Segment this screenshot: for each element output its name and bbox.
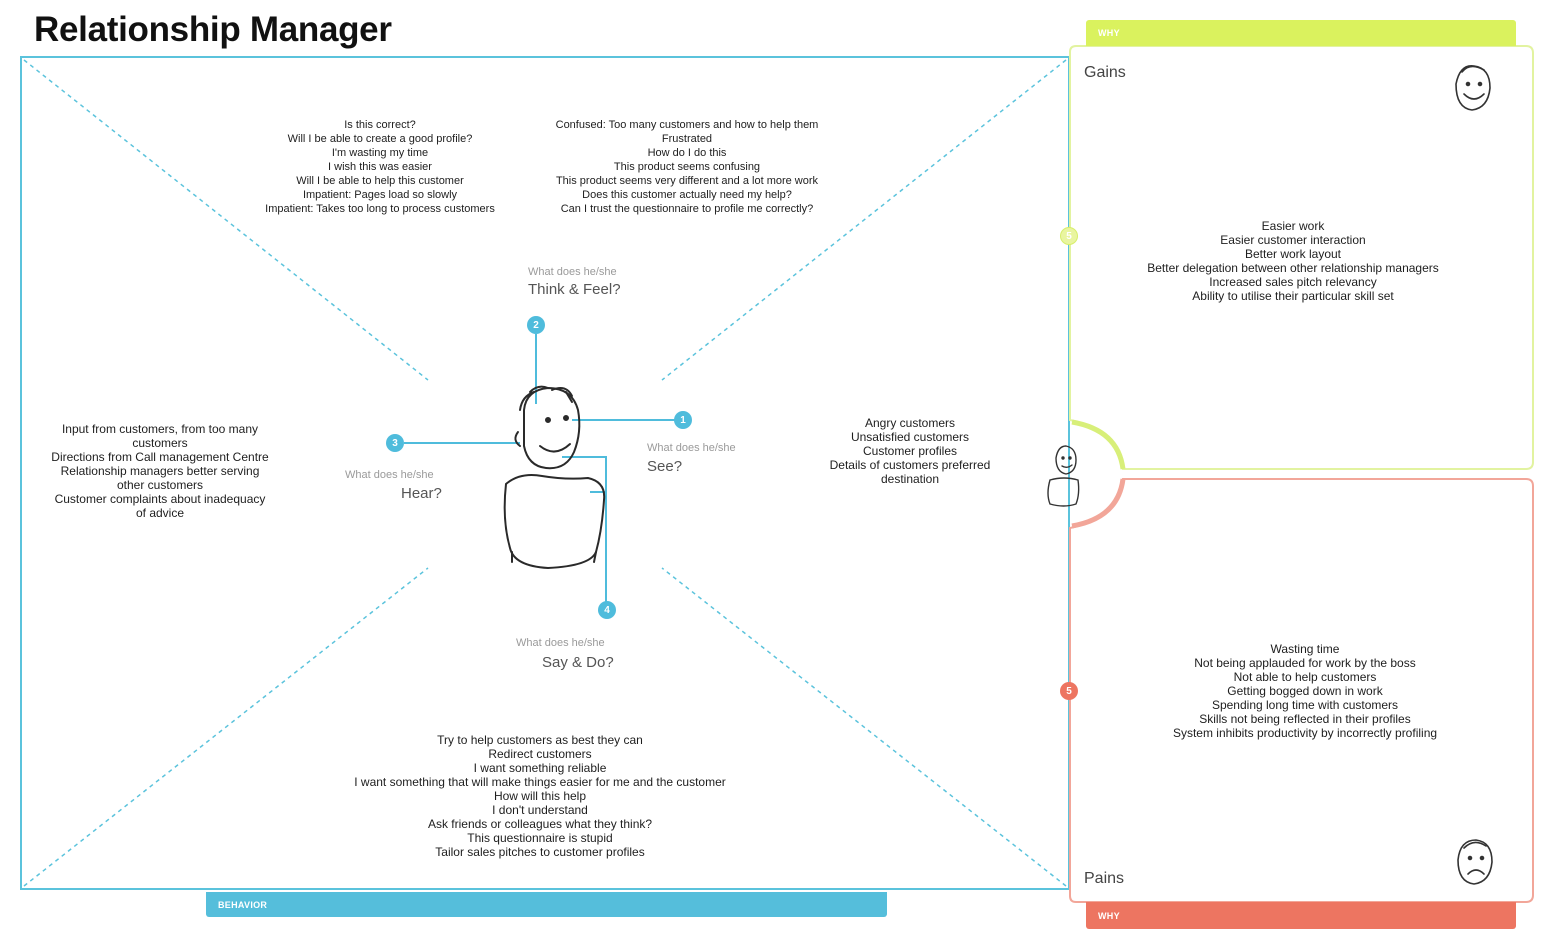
think-feel-number-badge[interactable]: 2 [527, 316, 545, 334]
think-feel-prompt: What does he/she [528, 266, 617, 278]
person-sketch-icon [503, 385, 606, 570]
see-prompt: What does he/she [647, 442, 736, 454]
hear-heading: Hear? [401, 485, 442, 502]
pains-label: Pains [1084, 870, 1125, 887]
hear-prompt: What does he/she [345, 469, 434, 481]
say-do-notes: Try to help customers as best they can R… [354, 733, 726, 859]
gains-arc-accent [1071, 419, 1126, 470]
pains-arc-accent [1071, 478, 1126, 529]
gains-label: Gains [1084, 64, 1126, 81]
pains-number-badge[interactable]: 5 [1060, 682, 1078, 700]
hear-number-badge[interactable]: 3 [386, 434, 404, 452]
think-feel-notes-left: Is this correct? Will I be able to creat… [265, 119, 495, 215]
think-feel-heading: Think & Feel? [528, 281, 621, 298]
diagonal-bl [23, 567, 429, 887]
see-heading: See? [647, 458, 683, 475]
pains-notes: Wasting time Not being applauded for wor… [1172, 642, 1438, 740]
diagonal-br [661, 567, 1067, 887]
gains-notes: Easier work Easier customer interaction … [1147, 219, 1439, 303]
say-do-prompt: What does he/she [516, 637, 605, 649]
gains-why-tab[interactable]: WHY [1086, 20, 1516, 46]
worried-face-icon [1457, 839, 1493, 885]
happy-face-icon [1455, 65, 1491, 111]
pains-why-tab[interactable]: WHY [1086, 902, 1516, 929]
page-title: Relationship Manager [34, 10, 392, 49]
diagonal-tl [23, 59, 429, 381]
see-number-badge[interactable]: 1 [674, 411, 692, 429]
behavior-tab[interactable]: BEHAVIOR [206, 892, 887, 917]
gains-number-badge[interactable]: 5 [1060, 227, 1078, 245]
think-feel-notes-right: Confused: Too many customers and how to … [555, 119, 819, 215]
say-do-number-badge[interactable]: 4 [598, 601, 616, 619]
hear-notes: Input from customers, from too many cust… [51, 422, 269, 520]
see-notes: Angry customers Unsatisfied customers Cu… [829, 416, 991, 486]
small-person-icon [1047, 445, 1080, 507]
say-do-heading: Say & Do? [542, 654, 614, 671]
diagonal-tr [661, 59, 1067, 381]
